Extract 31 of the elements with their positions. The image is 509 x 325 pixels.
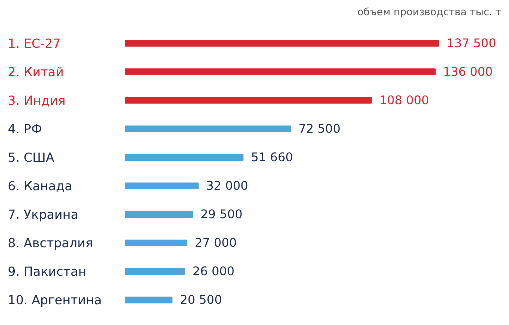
chart-subtitle: объем производства тыс. т [358, 8, 502, 18]
bar [126, 240, 188, 247]
data-label: 136 000 [443, 65, 494, 79]
y-tick-label: 9. Пакистан [8, 264, 87, 280]
data-label: 51 660 [251, 150, 294, 165]
bar [126, 40, 440, 47]
data-label: 26 000 [192, 264, 235, 279]
bar [126, 182, 199, 190]
y-tick-label: 10. Аргентина [8, 292, 102, 308]
bar [126, 296, 173, 304]
data-label: 20 500 [180, 293, 222, 308]
y-tick-label: 6. Канада [8, 178, 73, 194]
y-tick-label: 2. Китай [8, 64, 64, 80]
y-tick-label: 5. США [8, 150, 55, 166]
y-tick-label: 4. РФ [8, 122, 42, 137]
data-label: 29 500 [200, 208, 243, 222]
data-label: 137 500 [446, 36, 496, 50]
bar [126, 97, 372, 104]
y-tick-label: 7. Украина [8, 207, 79, 222]
bar [126, 211, 194, 218]
bar [126, 268, 186, 276]
data-label: 72 500 [298, 122, 341, 136]
bar [126, 154, 244, 161]
y-tick-label: 3. Индия [8, 93, 66, 108]
data-label: 108 000 [380, 94, 430, 108]
y-tick-label: 8. Австралия [8, 236, 94, 251]
data-label: 27 000 [195, 236, 238, 250]
y-tick-label: 1. ЕС-27 [8, 36, 61, 51]
bar [126, 126, 292, 132]
data-label: 32 000 [206, 179, 248, 194]
bar [126, 68, 436, 76]
